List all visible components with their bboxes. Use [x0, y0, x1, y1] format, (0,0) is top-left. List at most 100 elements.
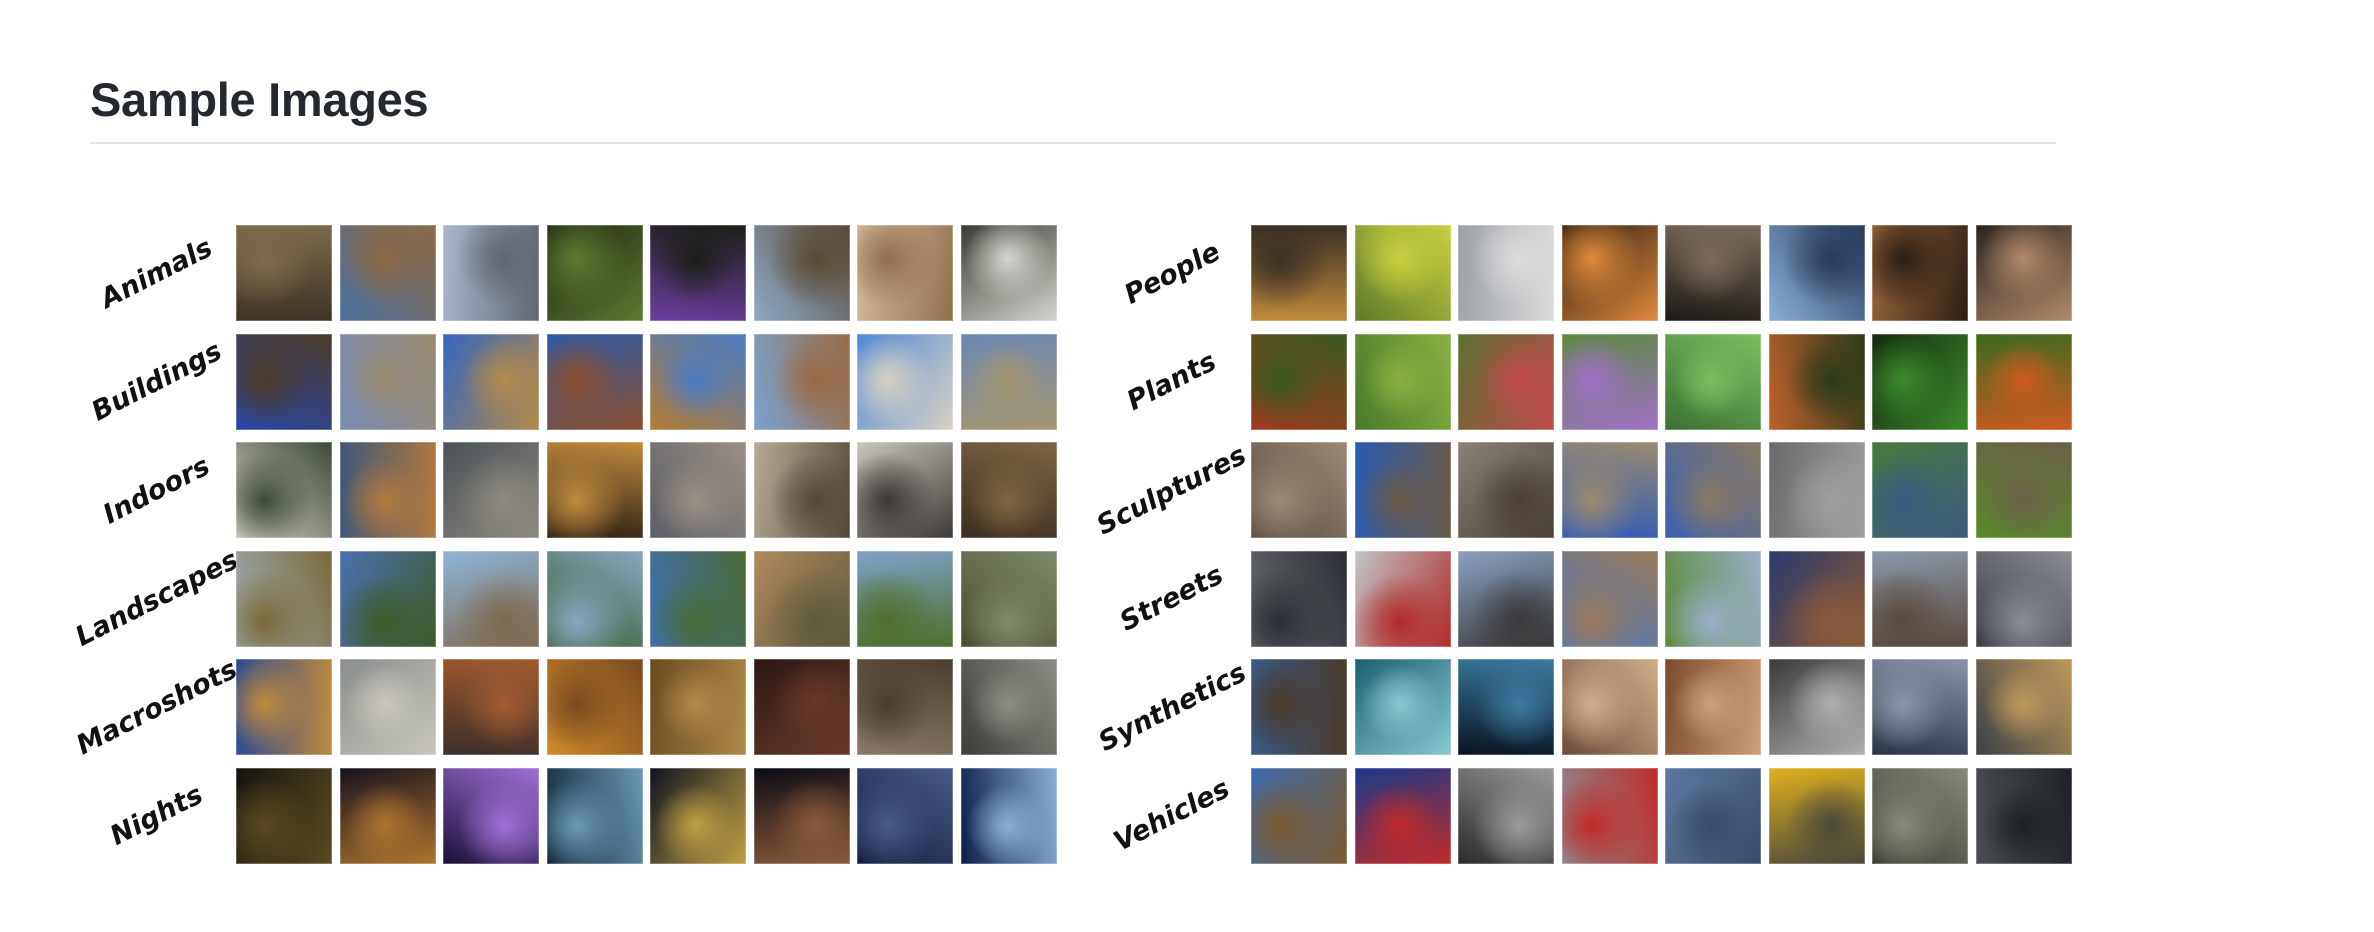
sample-image-thumbnail: [546, 767, 643, 864]
category-label: Streets: [1097, 551, 1247, 647]
sample-image-thumbnail: [1458, 333, 1554, 430]
sample-image-thumbnail: [960, 333, 1057, 430]
sample-image-thumbnail: [1354, 767, 1451, 864]
sample-image-thumbnail: [650, 550, 746, 647]
sample-image-thumbnail: [753, 333, 850, 430]
sample-image-thumbnail: [443, 659, 539, 755]
sample-image-thumbnail: [1354, 333, 1451, 430]
category-row-people: People: [1097, 225, 2079, 321]
category-label: Plants: [1097, 334, 1247, 430]
sample-image-thumbnail: [546, 225, 643, 321]
category-label: Landscapes: [71, 544, 244, 652]
category-label-text: Landscapes: [70, 544, 244, 653]
sample-image-thumbnail: [236, 333, 332, 430]
sample-image-thumbnail: [650, 659, 746, 755]
sample-image-thumbnail: [1561, 442, 1658, 538]
sample-image-thumbnail: [1872, 767, 1968, 864]
sample-image-thumbnail: [1354, 550, 1451, 647]
sample-image-thumbnail: [960, 225, 1057, 321]
sample-image-thumbnail: [1975, 659, 2072, 755]
sample-image-thumbnail: [339, 333, 436, 430]
sample-image-thumbnail: [1665, 659, 1761, 755]
category-row-animals: Animals: [82, 225, 1064, 321]
sample-image-thumbnail: [1458, 659, 1554, 755]
sample-image-thumbnail: [1354, 442, 1451, 538]
sample-image-thumbnail: [1251, 225, 1347, 321]
sample-image-thumbnail: [1872, 225, 1968, 321]
sample-image-thumbnail: [443, 333, 539, 430]
sample-image-thumbnail: [650, 767, 746, 864]
sample-image-thumbnail: [339, 442, 436, 538]
category-label: Buildings: [82, 334, 232, 430]
sample-image-thumbnail: [650, 225, 746, 321]
sample-image-thumbnail: [339, 659, 436, 755]
sample-image-thumbnail: [1665, 767, 1761, 864]
category-label: Synthetics: [1093, 657, 1250, 758]
category-row-vehicles: Vehicles: [1097, 767, 2079, 864]
category-row-buildings: Buildings: [82, 333, 1064, 430]
category-label-text: People: [1119, 235, 1225, 311]
sample-image-thumbnail: [960, 550, 1057, 647]
sample-image-thumbnail: [1872, 550, 1968, 647]
category-label-text: Macroshots: [71, 653, 243, 761]
sample-image-thumbnail: [1251, 550, 1347, 647]
sample-image-thumbnail: [1251, 442, 1347, 538]
sample-image-thumbnail: [753, 225, 850, 321]
category-label-text: Sculptures: [1092, 439, 1252, 541]
category-label: Macroshots: [72, 653, 243, 760]
sample-image-thumbnail: [1768, 442, 1865, 538]
sample-image-thumbnail: [1975, 225, 2072, 321]
sample-image-thumbnail: [1251, 767, 1347, 864]
sample-image-thumbnail: [1251, 659, 1347, 755]
sample-image-thumbnail: [1251, 333, 1347, 430]
category-row-synthetics: Synthetics: [1093, 657, 2079, 758]
category-label: Sculptures: [1092, 439, 1251, 541]
sample-image-thumbnail: [857, 333, 953, 430]
sample-image-thumbnail: [960, 767, 1057, 864]
sample-image-thumbnail: [546, 333, 643, 430]
sample-image-thumbnail: [1561, 659, 1658, 755]
sample-image-thumbnail: [857, 767, 953, 864]
sample-image-thumbnail: [236, 442, 332, 538]
sample-image-thumbnail: [1665, 550, 1761, 647]
sample-image-thumbnail: [1975, 442, 2072, 538]
category-row-plants: Plants: [1097, 333, 2079, 430]
sample-image-thumbnail: [1665, 442, 1761, 538]
sample-image-thumbnail: [753, 767, 850, 864]
sample-image-thumbnail: [1872, 333, 1968, 430]
category-label-text: Buildings: [86, 335, 228, 428]
category-label-text: Nights: [105, 779, 209, 852]
sample-image-thumbnail: [1665, 225, 1761, 321]
sample-image-thumbnail: [1975, 767, 2072, 864]
sample-image-thumbnail: [1768, 225, 1865, 321]
sample-image-thumbnail: [1458, 225, 1554, 321]
sample-image-thumbnail: [753, 442, 850, 538]
sample-image-thumbnail: [1354, 225, 1451, 321]
sample-image-thumbnail: [960, 659, 1057, 755]
sample-image-thumbnail: [1872, 659, 1968, 755]
sample-image-thumbnail: [1561, 550, 1658, 647]
sample-image-thumbnail: [339, 225, 436, 321]
sample-image-thumbnail: [650, 442, 746, 538]
page-title: Sample Images: [90, 73, 429, 126]
sample-image-thumbnail: [339, 767, 436, 864]
category-row-nights: Nights: [82, 767, 1064, 864]
sample-image-thumbnail: [960, 442, 1057, 538]
sample-image-thumbnail: [443, 225, 539, 321]
sample-image-thumbnail: [857, 442, 953, 538]
sample-image-thumbnail: [1768, 550, 1865, 647]
category-label-text: Plants: [1122, 346, 1222, 417]
sample-image-thumbnail: [443, 442, 539, 538]
title-divider: [90, 142, 2056, 144]
sample-image-thumbnail: [546, 442, 643, 538]
sample-image-thumbnail: [1768, 333, 1865, 430]
category-row-landscapes: Landscapes: [71, 544, 1064, 653]
category-label: Vehicles: [1097, 768, 1247, 864]
sample-image-thumbnail: [1354, 659, 1451, 755]
sample-image-thumbnail: [1975, 333, 2072, 430]
sample-image-thumbnail: [1458, 550, 1554, 647]
category-row-streets: Streets: [1097, 550, 2079, 647]
sample-image-thumbnail: [546, 550, 643, 647]
category-row-sculptures: Sculptures: [1092, 439, 2079, 541]
category-label: Nights: [82, 768, 232, 864]
